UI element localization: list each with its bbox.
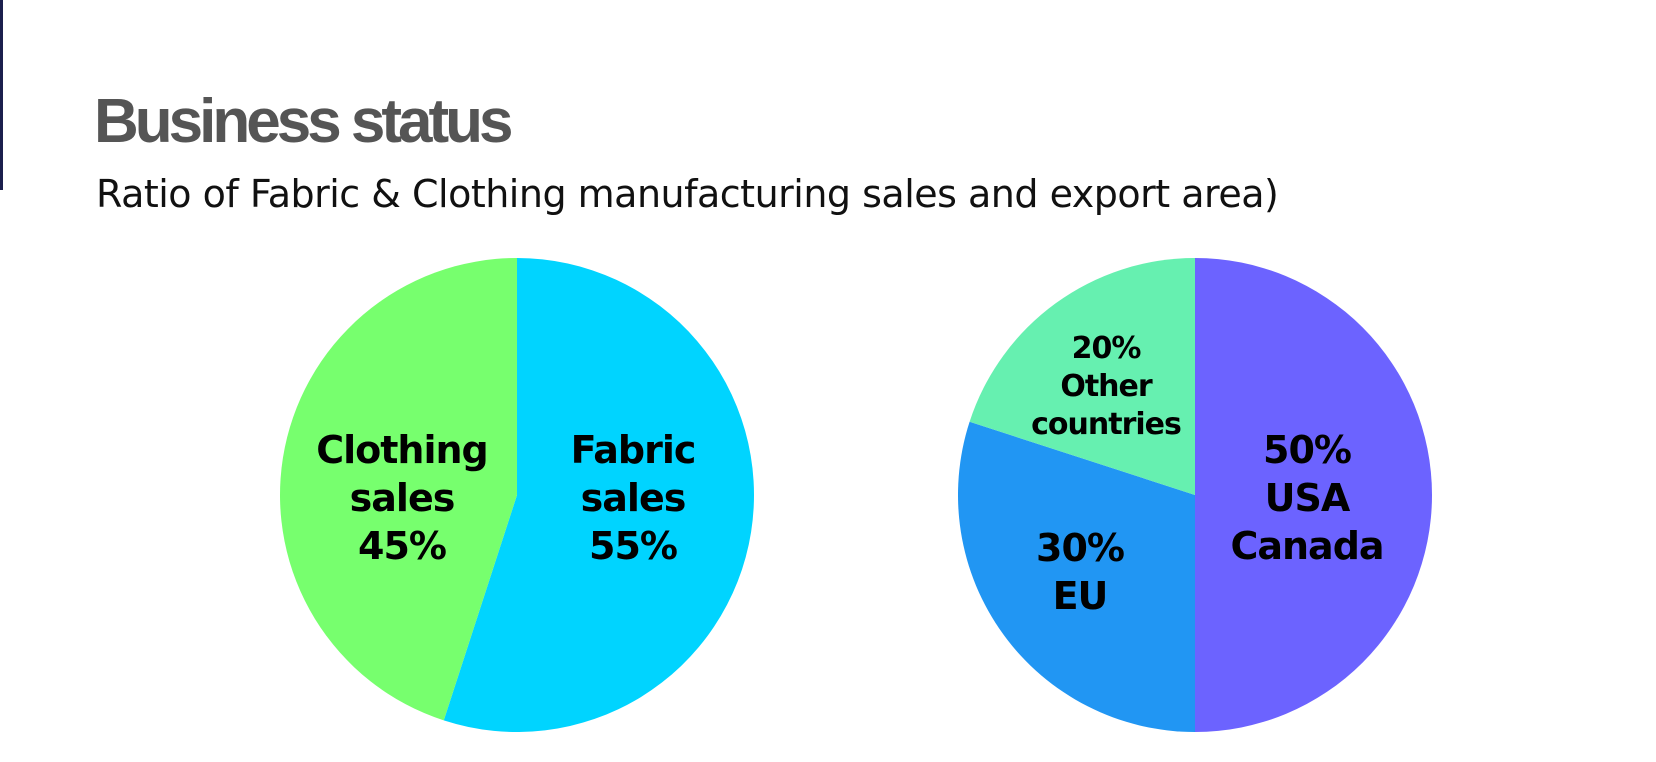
accent-bar	[0, 0, 3, 190]
category-label: Clothing sales	[316, 428, 489, 520]
value-label: 20%	[1071, 331, 1142, 366]
pie-slice	[957, 421, 1195, 732]
pie-slice	[969, 258, 1195, 495]
value-label: 50%	[1263, 428, 1352, 472]
category-label: Fabric sales	[570, 428, 697, 520]
category-label: EU	[1052, 574, 1109, 618]
value-label: 45%	[358, 524, 447, 568]
title: Business status	[94, 87, 514, 156]
pie-slice	[280, 258, 517, 721]
value-label: 30%	[1036, 526, 1125, 570]
slice-label: 50% USA Canada	[1230, 426, 1384, 570]
category-label: Other countries	[1031, 369, 1182, 442]
category-label: USA Canada	[1230, 476, 1384, 568]
subtitle: Ratio of Fabric & Clothing manufacturing…	[96, 172, 1279, 216]
slice-label: Fabric sales 55%	[570, 426, 697, 570]
pie-slice	[1195, 258, 1432, 732]
slice-label: 20% Other countries	[1031, 330, 1182, 444]
value-label: 55%	[589, 524, 678, 568]
slice-label: 30% EU	[1036, 524, 1125, 620]
pie-slice	[443, 258, 754, 733]
slice-label: Clothing sales 45%	[316, 426, 489, 570]
